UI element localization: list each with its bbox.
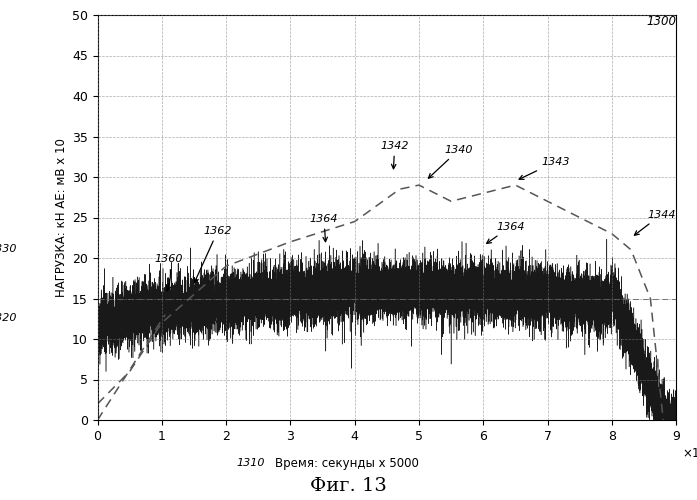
Text: 1310: 1310 xyxy=(236,458,265,468)
Text: 1320: 1320 xyxy=(0,313,17,323)
Text: $\times 10^5$: $\times 10^5$ xyxy=(682,444,697,461)
Text: 1362: 1362 xyxy=(194,226,232,282)
Text: Время: секунды x 5000: Время: секунды x 5000 xyxy=(275,458,419,470)
Text: 1340: 1340 xyxy=(429,144,473,178)
Text: 1342: 1342 xyxy=(381,140,409,169)
Text: 1360: 1360 xyxy=(154,254,183,290)
Y-axis label: НАГРУЗКА: кН АЕ: мВ x 10: НАГРУЗКА: кН АЕ: мВ x 10 xyxy=(54,138,68,297)
Text: 1300: 1300 xyxy=(646,15,676,28)
Text: 1364: 1364 xyxy=(309,214,338,242)
Text: Фиг. 13: Фиг. 13 xyxy=(310,477,387,495)
Text: 1344: 1344 xyxy=(634,210,675,235)
Text: 1343: 1343 xyxy=(519,157,569,180)
Text: 1330: 1330 xyxy=(0,244,17,254)
Text: 1364: 1364 xyxy=(487,222,525,244)
